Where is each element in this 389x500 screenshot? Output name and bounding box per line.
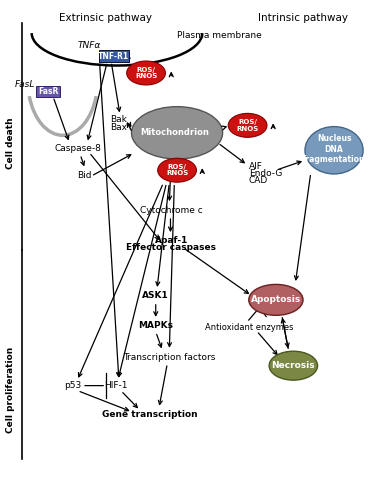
Ellipse shape	[305, 126, 363, 174]
Ellipse shape	[228, 114, 267, 138]
Text: Bak: Bak	[110, 115, 127, 124]
Ellipse shape	[158, 158, 196, 182]
Text: Antioxidant enzymes: Antioxidant enzymes	[205, 323, 293, 332]
Text: FasL: FasL	[14, 80, 35, 89]
Text: Mitochondrion: Mitochondrion	[141, 128, 210, 137]
Ellipse shape	[131, 106, 223, 159]
Text: Nucleus
DNA
fragmentation: Nucleus DNA fragmentation	[303, 134, 365, 164]
Text: Transcription factors: Transcription factors	[123, 352, 216, 362]
Ellipse shape	[269, 351, 317, 380]
Text: p53: p53	[64, 381, 81, 390]
Text: AIF: AIF	[249, 162, 263, 170]
Text: ROS/
RNOS: ROS/ RNOS	[166, 164, 188, 176]
Text: Cytochrome c: Cytochrome c	[140, 206, 203, 214]
Text: CAD: CAD	[249, 176, 268, 184]
Ellipse shape	[127, 61, 165, 85]
Text: Necrosis: Necrosis	[272, 361, 315, 370]
Text: Cell death: Cell death	[6, 117, 15, 168]
FancyBboxPatch shape	[36, 86, 60, 97]
Text: TNF-R1: TNF-R1	[98, 52, 130, 60]
Text: Cell proliferation: Cell proliferation	[6, 346, 15, 432]
Text: MAPKs: MAPKs	[138, 322, 173, 330]
Text: Gene transcription: Gene transcription	[102, 410, 198, 419]
Text: Caspase-8: Caspase-8	[55, 144, 102, 154]
Text: Apoptosis: Apoptosis	[251, 296, 301, 304]
Text: Endo-G: Endo-G	[249, 168, 282, 177]
Text: TNFα: TNFα	[77, 41, 101, 50]
Text: ROS/
RNOS: ROS/ RNOS	[237, 119, 259, 132]
Text: FasR: FasR	[38, 87, 58, 96]
Text: Apaf-1: Apaf-1	[154, 236, 188, 244]
Text: HIF-1: HIF-1	[105, 381, 128, 390]
Text: Effector caspases: Effector caspases	[126, 243, 216, 252]
FancyBboxPatch shape	[99, 50, 129, 62]
Text: ASK1: ASK1	[142, 292, 169, 300]
Text: Bax: Bax	[110, 124, 128, 132]
Text: Plasma membrane: Plasma membrane	[177, 31, 262, 40]
Text: ROS/
RNOS: ROS/ RNOS	[135, 66, 157, 79]
Text: Intrinsic pathway: Intrinsic pathway	[258, 13, 348, 23]
Text: Extrinsic pathway: Extrinsic pathway	[59, 13, 152, 23]
Ellipse shape	[249, 284, 303, 316]
Text: Bid: Bid	[77, 170, 91, 179]
